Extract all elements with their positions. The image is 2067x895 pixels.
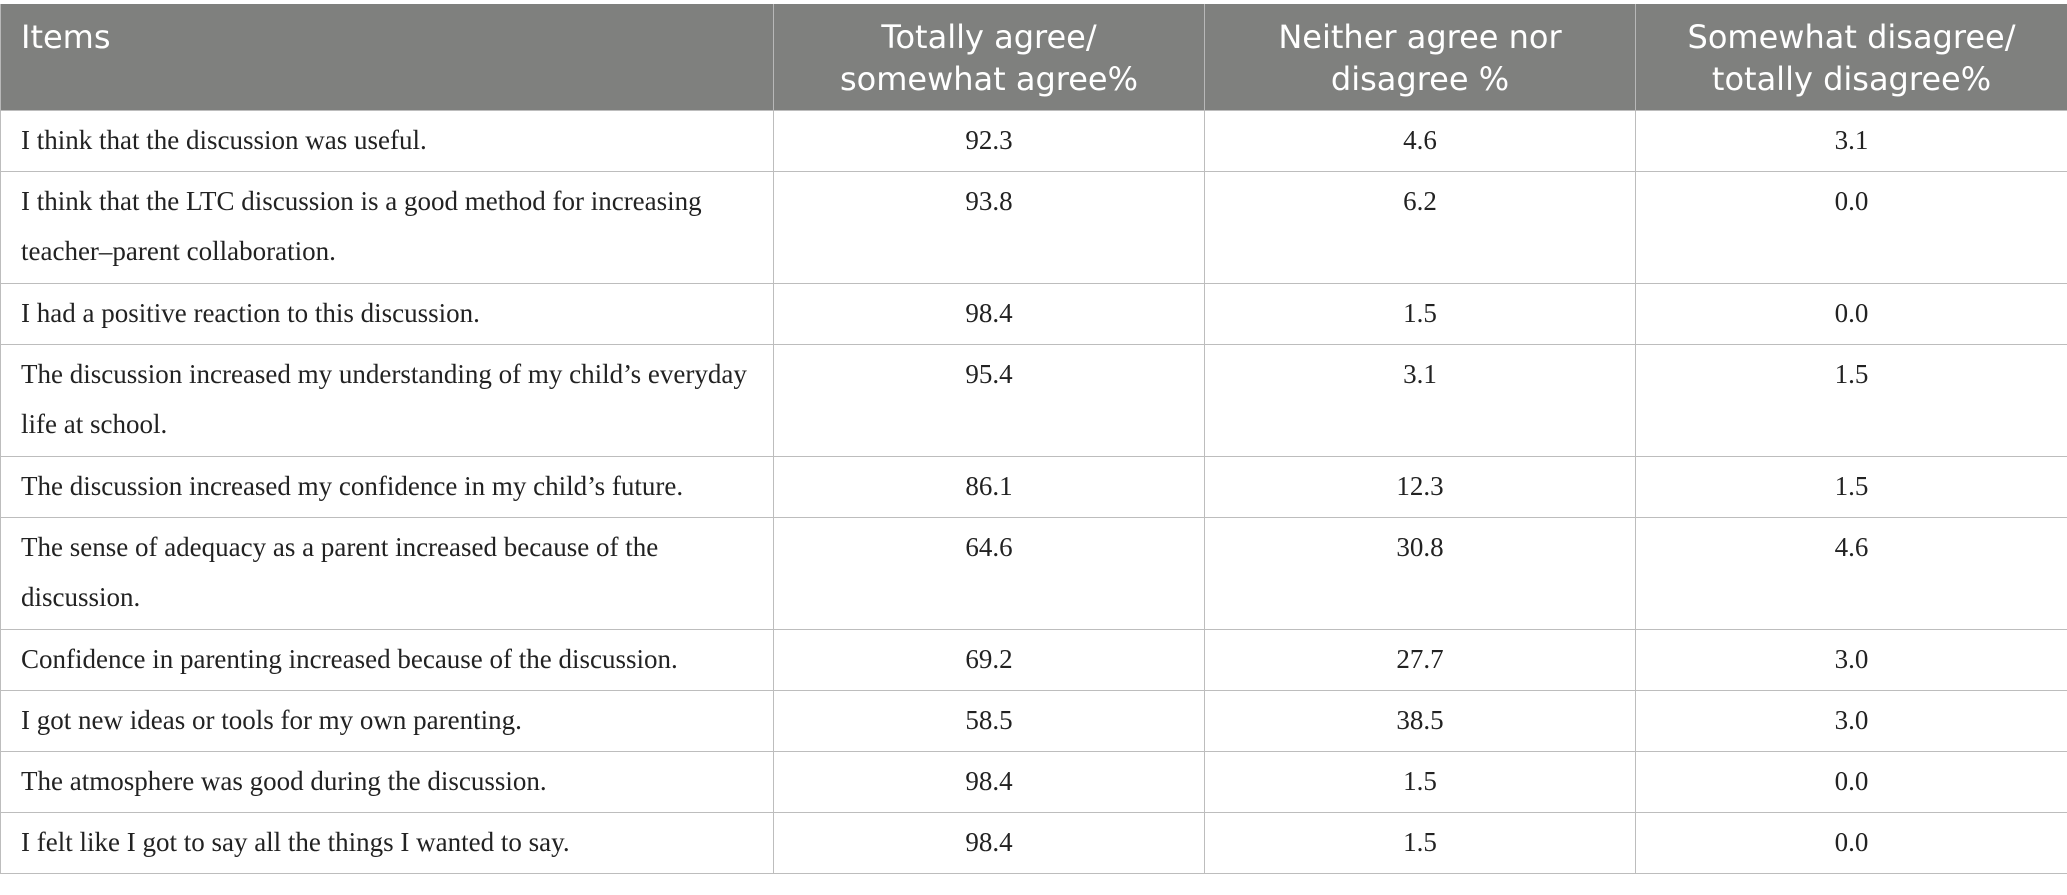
neutral-cell: 3.1	[1204, 343, 1636, 457]
neutral-cell: 30.8	[1204, 516, 1636, 630]
table-row: Confidence in parenting increased becaus…	[0, 628, 2067, 691]
agree-cell: 93.8	[773, 170, 1205, 284]
disagree-cell: 3.1	[1635, 109, 2067, 172]
agree-cell: 92.3	[773, 109, 1205, 172]
table-row: The atmosphere was good during the discu…	[0, 750, 2067, 813]
item-cell: The atmosphere was good during the discu…	[0, 750, 774, 813]
disagree-cell: 4.6	[1635, 516, 2067, 630]
neutral-cell: 38.5	[1204, 689, 1636, 752]
neutral-cell: 4.6	[1204, 109, 1636, 172]
agree-cell: 98.4	[773, 811, 1205, 874]
header-disagree: Somewhat disagree/totally disagree%	[1635, 4, 2067, 110]
disagree-cell: 3.0	[1635, 689, 2067, 752]
agree-cell: 69.2	[773, 628, 1205, 691]
header-neutral: Neither agree nor disagree %	[1204, 4, 1636, 110]
neutral-cell: 1.5	[1204, 282, 1636, 345]
table-row: I think that the LTC discussion is a goo…	[0, 170, 2067, 284]
table-row: The discussion increased my understandin…	[0, 343, 2067, 457]
header-agree: Totally agree/somewhat agree%	[773, 4, 1205, 110]
neutral-cell: 12.3	[1204, 455, 1636, 518]
agree-cell: 98.4	[773, 282, 1205, 345]
neutral-cell: 6.2	[1204, 170, 1636, 284]
item-cell: I got new ideas or tools for my own pare…	[0, 689, 774, 752]
table-row: I think that the discussion was useful. …	[0, 109, 2067, 172]
neutral-cell: 1.5	[1204, 750, 1636, 813]
disagree-cell: 1.5	[1635, 455, 2067, 518]
table-row: I got new ideas or tools for my own pare…	[0, 689, 2067, 752]
table-row: The discussion increased my confidence i…	[0, 455, 2067, 518]
disagree-cell: 0.0	[1635, 170, 2067, 284]
table-header-row: Items Totally agree/somewhat agree% Neit…	[0, 4, 2067, 110]
header-items: Items	[0, 4, 774, 110]
item-cell: I think that the discussion was useful.	[0, 109, 774, 172]
neutral-cell: 1.5	[1204, 811, 1636, 874]
agree-cell: 64.6	[773, 516, 1205, 630]
agree-cell: 86.1	[773, 455, 1205, 518]
disagree-cell: 1.5	[1635, 343, 2067, 457]
item-cell: I had a positive reaction to this discus…	[0, 282, 774, 345]
survey-results-table: Items Totally agree/somewhat agree% Neit…	[0, 4, 2067, 874]
disagree-cell: 0.0	[1635, 811, 2067, 874]
disagree-cell: 3.0	[1635, 628, 2067, 691]
disagree-cell: 0.0	[1635, 750, 2067, 813]
item-cell: I think that the LTC discussion is a goo…	[0, 170, 774, 284]
item-cell: The discussion increased my understandin…	[0, 343, 774, 457]
table-row: I felt like I got to say all the things …	[0, 811, 2067, 874]
table-row: The sense of adequacy as a parent increa…	[0, 516, 2067, 630]
agree-cell: 58.5	[773, 689, 1205, 752]
agree-cell: 95.4	[773, 343, 1205, 457]
item-cell: I felt like I got to say all the things …	[0, 811, 774, 874]
table-row: I had a positive reaction to this discus…	[0, 282, 2067, 345]
neutral-cell: 27.7	[1204, 628, 1636, 691]
item-cell: The sense of adequacy as a parent increa…	[0, 516, 774, 630]
disagree-cell: 0.0	[1635, 282, 2067, 345]
agree-cell: 98.4	[773, 750, 1205, 813]
item-cell: The discussion increased my confidence i…	[0, 455, 774, 518]
item-cell: Confidence in parenting increased becaus…	[0, 628, 774, 691]
